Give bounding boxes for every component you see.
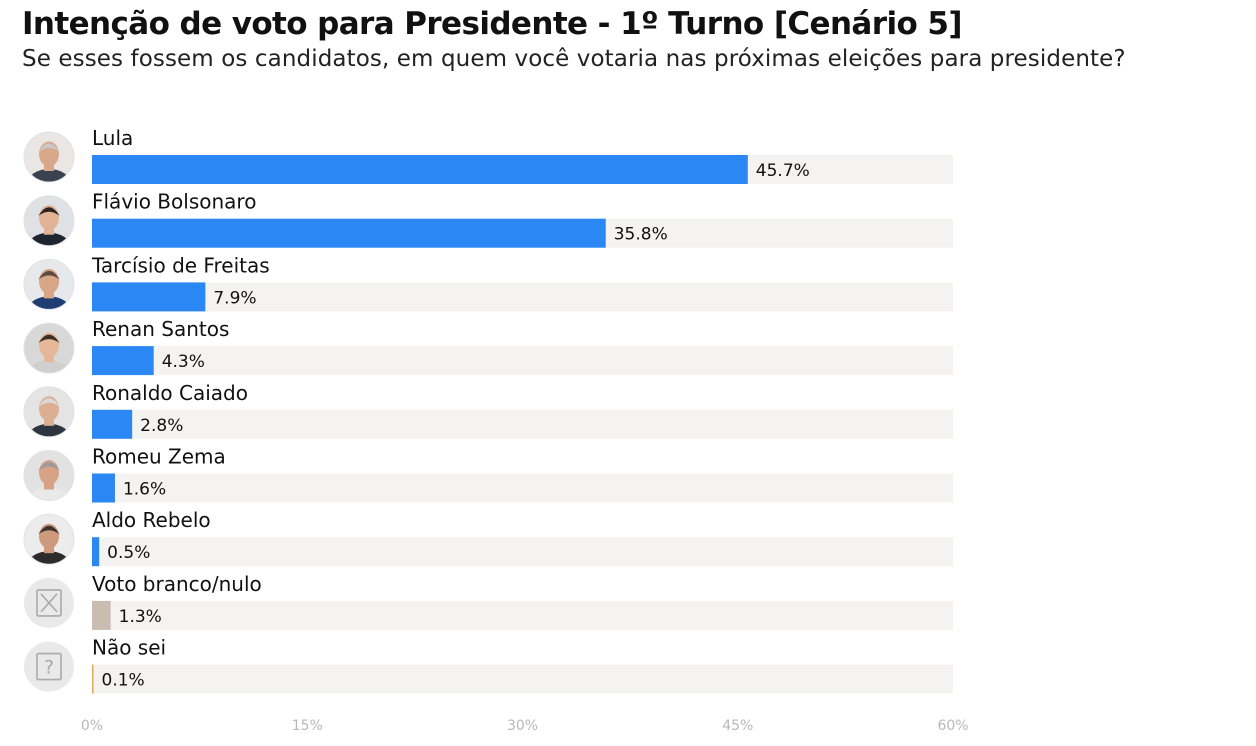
x-tick-label: 0% <box>81 718 103 734</box>
candidate-photo <box>23 450 75 501</box>
value-label: 0.5% <box>107 543 150 563</box>
value-label: 1.3% <box>119 607 162 627</box>
value-label: 7.9% <box>213 288 256 308</box>
x-box-icon <box>24 577 74 628</box>
bar <box>92 218 606 248</box>
question-box-icon: ? <box>24 641 74 692</box>
category-label: Não sei <box>92 636 166 660</box>
bar-track <box>92 664 953 694</box>
value-label: 35.8% <box>614 225 668 245</box>
x-tick-label: 45% <box>722 718 753 734</box>
value-label: 45.7% <box>756 161 810 181</box>
candidate-photo <box>23 513 75 565</box>
category-label: Voto branco/nulo <box>92 572 262 596</box>
bar-row-lula: Lula 45.7% <box>23 126 953 184</box>
bar <box>92 346 154 376</box>
bar-row-aldo-rebelo: Aldo Rebelo 0.5% <box>23 508 953 567</box>
bar <box>92 473 115 503</box>
category-label: Lula <box>92 126 133 150</box>
candidate-photo <box>23 131 75 183</box>
value-label: 4.3% <box>162 352 205 372</box>
x-tick-label: 30% <box>507 718 538 734</box>
bar-row-renan-santos: Renan Santos 4.3% <box>23 317 953 376</box>
category-label: Tarcísio de Freitas <box>91 253 270 277</box>
bar-track <box>92 473 953 503</box>
value-label: 1.6% <box>123 480 166 500</box>
category-label: Flávio Bolsonaro <box>92 190 256 214</box>
bar-track <box>92 600 953 630</box>
candidate-photo <box>23 386 75 438</box>
bar-row-flavio-bolsonaro: Flávio Bolsonaro 35.8% <box>23 190 953 248</box>
candidate-photo <box>23 322 75 374</box>
bar <box>92 409 133 439</box>
bar-track <box>92 282 953 312</box>
bar <box>92 282 206 312</box>
x-tick-label: 60% <box>937 718 968 734</box>
svg-text:?: ? <box>44 657 54 679</box>
bar-row-voto-branco-nulo: Voto branco/nulo 1.3% <box>24 572 953 630</box>
bar <box>92 155 748 184</box>
bar-row-ronaldo-caiado: Ronaldo Caiado 2.8% <box>23 381 953 439</box>
bar-row-romeu-zema: Romeu Zema 1.6% <box>23 445 953 503</box>
bar-row-nao-sei: ? Não sei 0.1% <box>24 636 953 694</box>
category-label: Aldo Rebelo <box>92 508 211 532</box>
value-label: 2.8% <box>140 416 183 436</box>
chart-subtitle: Se esses fossem os candidatos, em quem v… <box>22 46 1126 72</box>
x-tick-label: 15% <box>292 718 323 734</box>
bar-track <box>92 346 953 376</box>
bar <box>92 537 100 567</box>
bar <box>92 664 94 694</box>
candidate-photo <box>23 258 75 310</box>
value-label: 0.1% <box>102 671 145 691</box>
category-label: Romeu Zema <box>92 445 226 469</box>
bar-row-tarcisio-de-freitas: Tarcísio de Freitas 7.9% <box>23 253 953 312</box>
candidate-photo <box>23 195 75 247</box>
chart-title: Intenção de voto para Presidente - 1º Tu… <box>22 6 963 42</box>
bar-track <box>92 409 953 439</box>
category-label: Ronaldo Caiado <box>92 381 248 405</box>
bar-track <box>92 537 953 567</box>
category-label: Renan Santos <box>92 317 229 341</box>
bar <box>92 600 111 630</box>
